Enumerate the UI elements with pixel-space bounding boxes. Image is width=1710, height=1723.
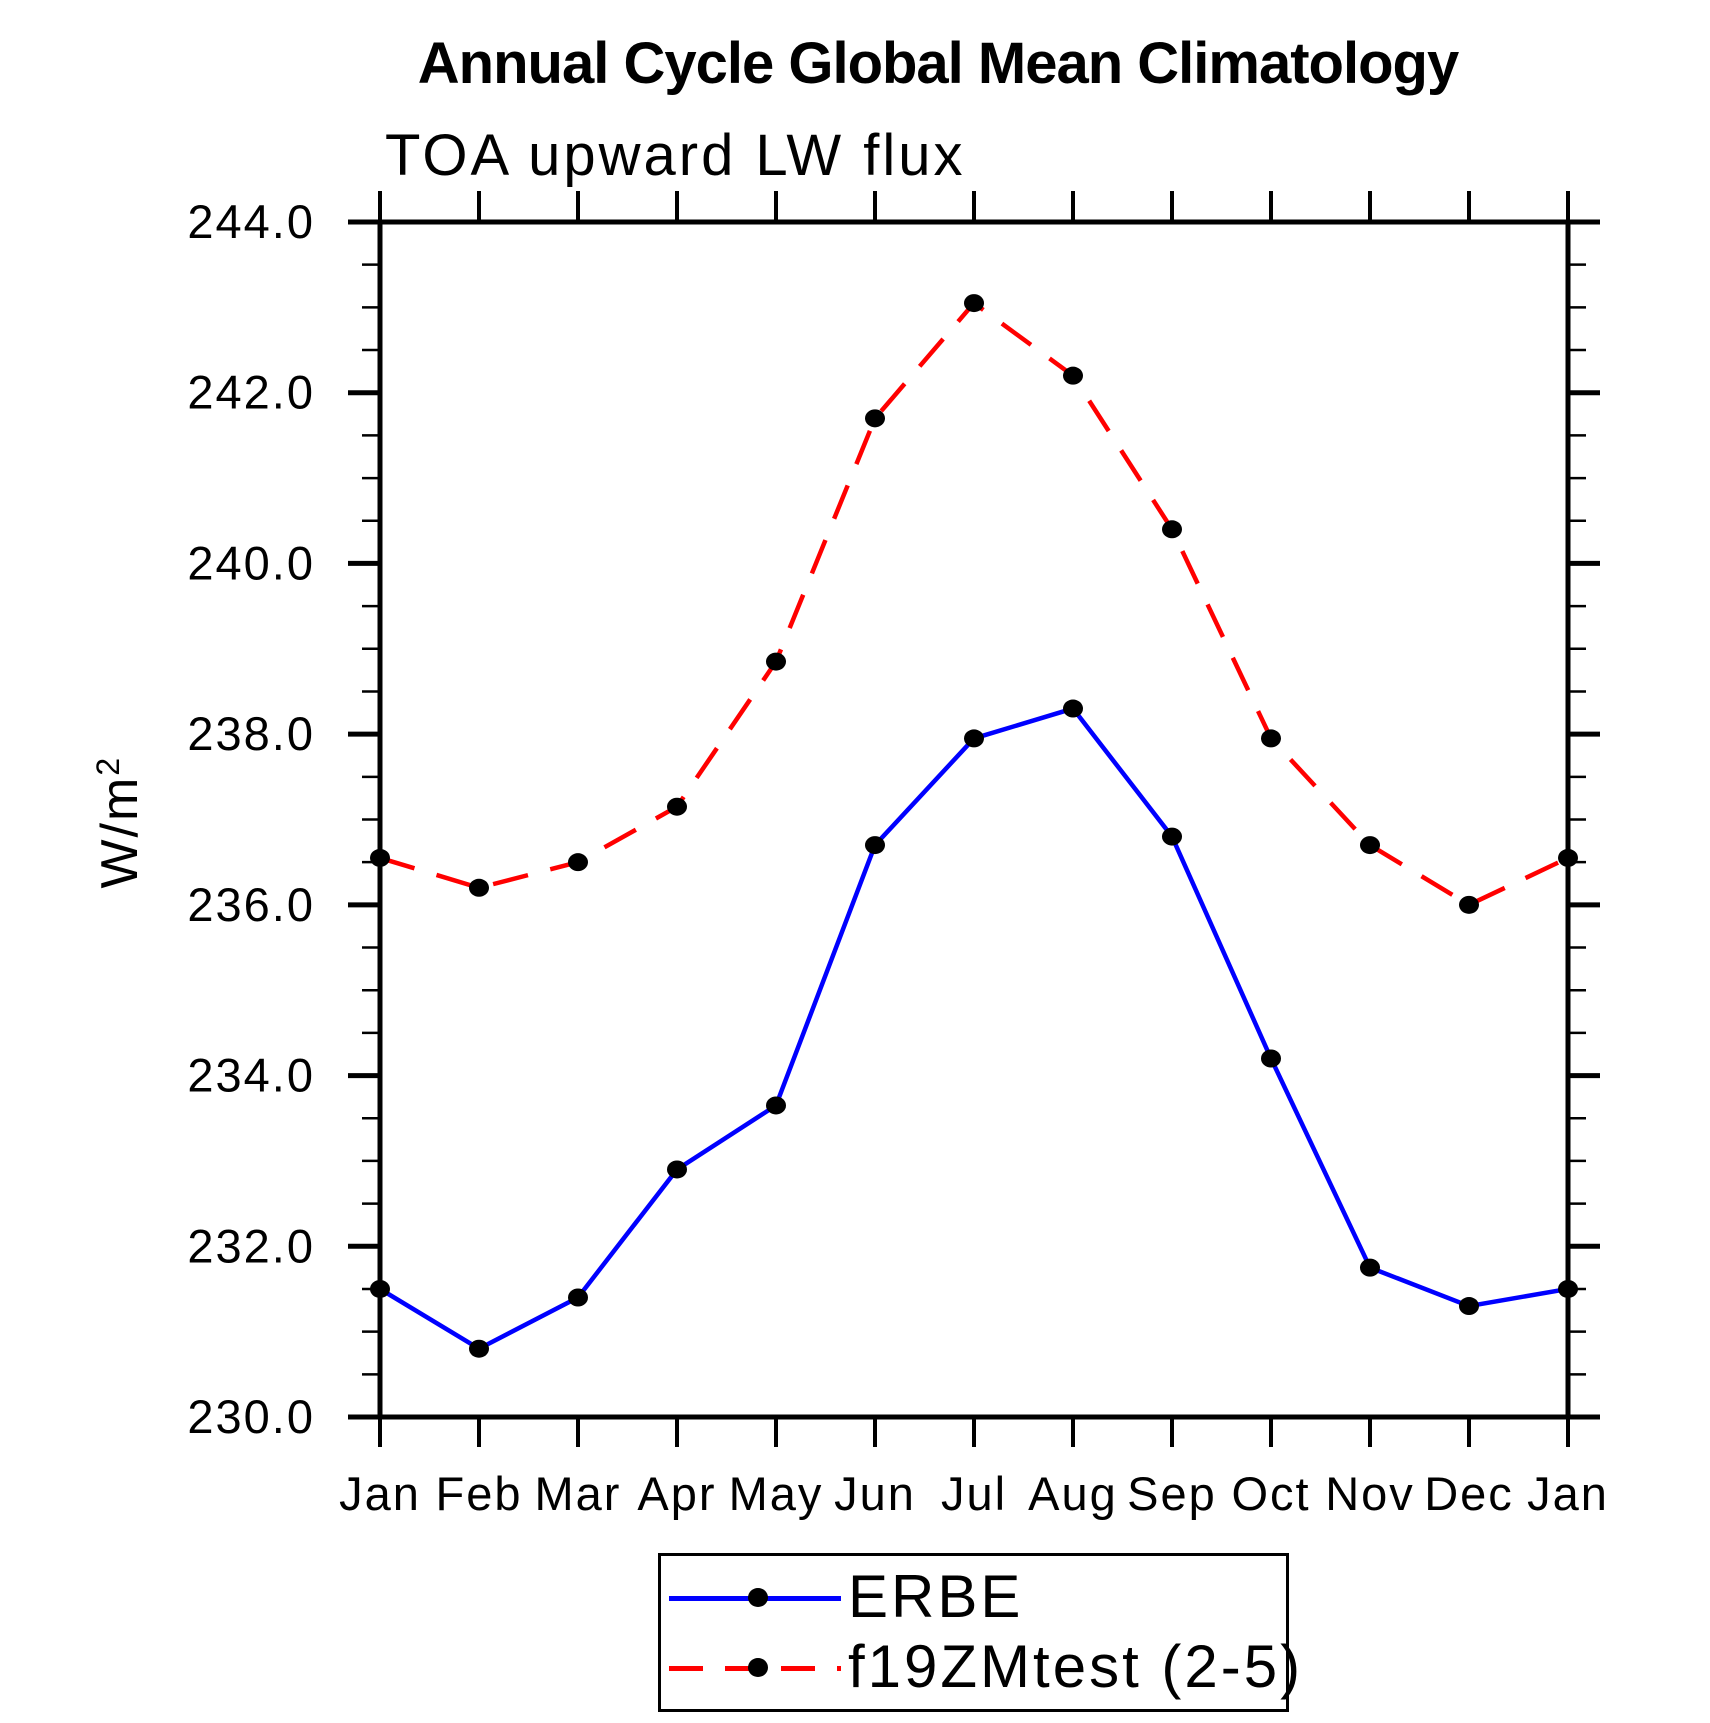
data-point-marker [865, 836, 885, 855]
data-point-marker [667, 797, 687, 816]
data-point-marker [469, 878, 489, 897]
x-tick-label: Jul [941, 1467, 1007, 1520]
y-tick-label: 244.0 [187, 195, 315, 248]
y-axis-title-exponent: 2 [89, 755, 126, 776]
y-tick-label: 242.0 [187, 366, 315, 419]
data-point-marker [667, 1160, 687, 1179]
data-point-marker [1459, 1297, 1479, 1316]
data-point-marker [964, 294, 984, 313]
data-point-marker [1558, 848, 1578, 867]
x-tick-label: Jun [834, 1467, 916, 1520]
legend-marker-icon [748, 1658, 768, 1677]
y-tick-label: 232.0 [187, 1219, 315, 1272]
chart-title: Annual Cycle Global Mean Climatology [417, 31, 1459, 96]
x-tick-label: Jan [1527, 1467, 1609, 1520]
data-point-marker [1261, 729, 1281, 748]
y-axis-title-text: W/m [91, 775, 150, 889]
legend: ERBE f19ZMtest (2-5) [658, 1553, 1300, 1712]
data-point-marker [1261, 1049, 1281, 1068]
data-point-marker [1162, 520, 1182, 539]
x-tick-label: Jan [339, 1467, 421, 1520]
legend-label-erbe: ERBE [848, 1563, 1024, 1631]
y-tick-label: 234.0 [187, 1049, 315, 1102]
y-tick-label: 238.0 [187, 707, 315, 760]
data-point-marker [766, 652, 786, 671]
data-point-marker [1162, 827, 1182, 846]
data-point-marker [1459, 895, 1479, 914]
data-point-marker [1063, 699, 1083, 718]
series-line-f19zmtest [379, 300, 1569, 908]
x-tick-label: Apr [637, 1467, 716, 1520]
y-axis-title: W/m2 [90, 672, 150, 972]
legend-label-f19zmtest: f19ZMtest (2-5) [848, 1633, 1304, 1701]
y-tick-label: 240.0 [187, 536, 315, 589]
x-tick-label: Dec [1424, 1467, 1514, 1520]
data-point-marker [1360, 836, 1380, 855]
data-point-marker [568, 1288, 588, 1307]
data-point-marker [1360, 1258, 1380, 1277]
chart-subtitle: TOA upward LW flux [385, 123, 966, 188]
series-line-erbe [378, 705, 1569, 1352]
x-tick-label: Nov [1325, 1467, 1415, 1520]
data-point-marker [1063, 366, 1083, 385]
data-point-marker [568, 853, 588, 872]
y-tick-label: 230.0 [187, 1390, 315, 1443]
data-point-marker [964, 729, 984, 748]
data-point-marker [865, 409, 885, 428]
x-tick-label: Feb [436, 1467, 523, 1520]
data-point-marker [370, 848, 390, 867]
data-point-marker [469, 1339, 489, 1358]
data-point-marker [766, 1096, 786, 1115]
y-tick-label: 236.0 [187, 878, 315, 931]
x-tick-label: Sep [1127, 1467, 1217, 1520]
plot-frame [377, 219, 1571, 1420]
legend-marker-icon [748, 1588, 768, 1607]
x-tick-label: Mar [535, 1467, 622, 1520]
data-point-marker [370, 1279, 390, 1298]
x-tick-label: Oct [1231, 1467, 1310, 1520]
data-point-marker [1558, 1279, 1578, 1298]
x-tick-label: Aug [1028, 1467, 1118, 1520]
x-tick-label: May [729, 1467, 824, 1520]
